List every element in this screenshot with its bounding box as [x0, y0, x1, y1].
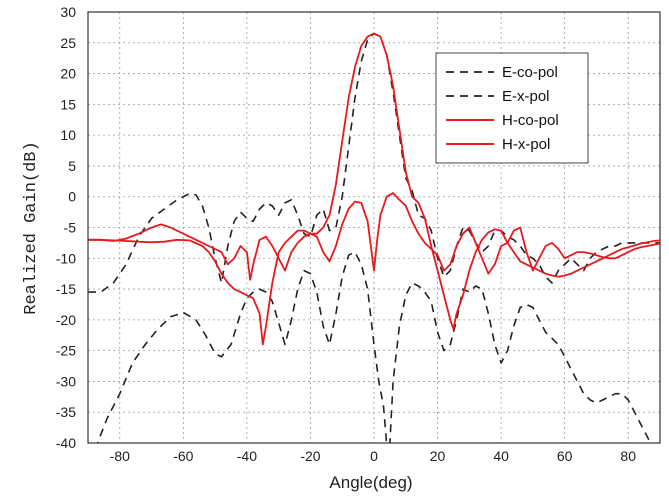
y-axis-label: Realized Gain(dB) [22, 141, 41, 314]
x-axis-label: Angle(deg) [329, 473, 412, 492]
x-tick-labels: -80 -60 -40 -20 0 20 40 60 80 [110, 448, 637, 464]
series-line-h-x-pol [88, 192, 660, 281]
plot-frame [87, 11, 661, 444]
y-tick-label: 20 [60, 66, 76, 82]
legend-label: H-co-pol [502, 112, 559, 129]
legend-label: E-x-pol [502, 88, 550, 105]
series-line-h-co-pol [88, 32, 660, 346]
y-tick-label: -10 [56, 250, 76, 266]
grid-lines [88, 12, 660, 443]
y-tick-label: 15 [60, 96, 76, 112]
x-tick-label: -20 [300, 448, 320, 464]
y-tick-label: -25 [56, 343, 76, 359]
legend-label: H-x-pol [502, 136, 550, 153]
x-tick-label: 60 [557, 448, 573, 464]
series-lines [88, 32, 660, 443]
y-tick-label: 30 [60, 4, 76, 20]
x-tick-label: 40 [493, 448, 509, 464]
x-tick-label: 80 [620, 448, 636, 464]
y-tick-label: -20 [56, 312, 76, 328]
y-tick-label: -15 [56, 281, 76, 297]
x-tick-label: 20 [430, 448, 446, 464]
legend-label: E-co-pol [502, 64, 558, 81]
series-line-e-co-pol [88, 32, 660, 293]
y-tick-label: 0 [68, 189, 76, 205]
x-tick-label: -40 [237, 448, 257, 464]
x-tick-label: -80 [110, 448, 130, 464]
y-tick-labels: 30 25 20 15 10 5 0 -5 -10 -15 -20 -25 -30 -35 -40 [56, 4, 76, 451]
y-tick-label: -35 [56, 404, 76, 420]
legend: E-co-pol E-x-pol H-co-pol H-x-pol [435, 52, 589, 164]
y-tick-label: 25 [60, 35, 76, 51]
y-tick-label: 10 [60, 127, 76, 143]
x-tick-label: 0 [370, 448, 378, 464]
x-tick-label: -60 [173, 448, 193, 464]
y-tick-label: -5 [64, 220, 77, 236]
y-tick-label: 5 [68, 158, 76, 174]
y-tick-label: -30 [56, 373, 76, 389]
series-line-e-x-pol [96, 251, 652, 443]
y-tick-label: -40 [56, 435, 76, 451]
